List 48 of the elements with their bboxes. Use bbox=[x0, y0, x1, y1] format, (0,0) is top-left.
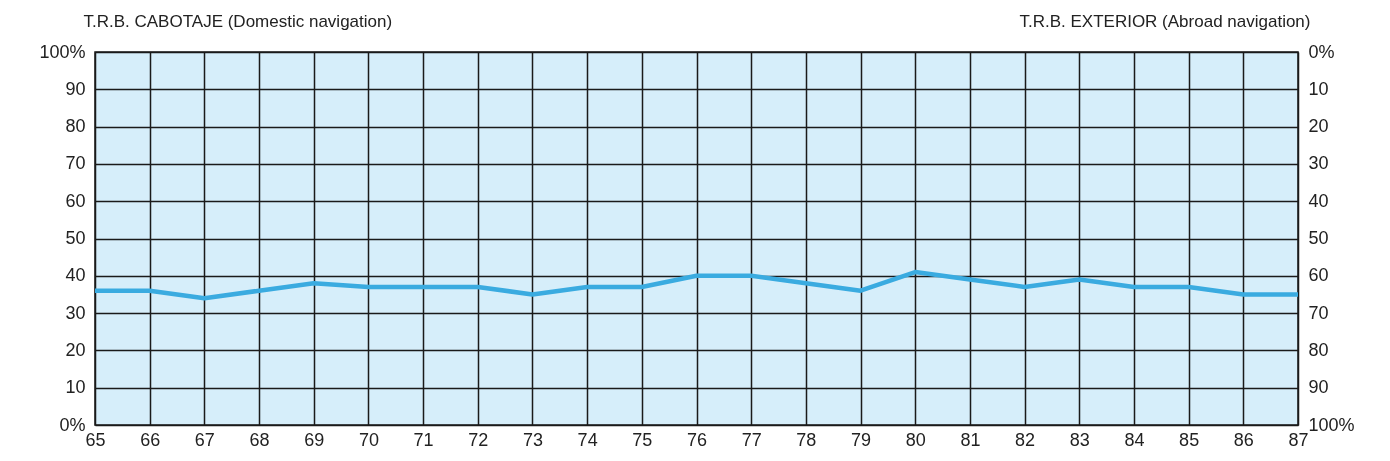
y-tick-label: 70 bbox=[65, 153, 86, 174]
y2-tick-label: 70 bbox=[1308, 302, 1329, 323]
x-tick-label: 75 bbox=[632, 429, 653, 450]
y-tick-label: 90 bbox=[65, 78, 86, 99]
y-tick-label: 50 bbox=[65, 228, 86, 248]
x-tick-label: 71 bbox=[413, 429, 434, 450]
x-tick-label: 73 bbox=[522, 429, 543, 450]
y-tick-label: 60 bbox=[65, 190, 86, 211]
x-tick-label: 67 bbox=[194, 429, 215, 450]
x-tick-label: 83 bbox=[1069, 429, 1090, 450]
y-tick-label: 10 bbox=[65, 377, 86, 398]
x-tick-label: 86 bbox=[1233, 429, 1254, 450]
y-tick-label: 100% bbox=[39, 41, 86, 62]
x-tick-label: 70 bbox=[358, 429, 379, 450]
y-tick-label: 80 bbox=[65, 116, 86, 137]
x-tick-label: 77 bbox=[741, 429, 762, 450]
x-tick-label: 87 bbox=[1288, 429, 1309, 450]
x-tick-label: 84 bbox=[1124, 429, 1145, 450]
x-tick-label: 80 bbox=[905, 429, 926, 450]
x-tick-label: 85 bbox=[1179, 429, 1200, 450]
y2-tick-label: 40 bbox=[1308, 190, 1329, 211]
line-series bbox=[92, 269, 1301, 301]
x-tick-label: 68 bbox=[249, 429, 270, 450]
y2-tick-label: 100% bbox=[1308, 414, 1355, 435]
y2-tick-label: 30 bbox=[1308, 153, 1329, 174]
x-tick-label: 79 bbox=[851, 429, 872, 450]
x-tick-label: 76 bbox=[686, 429, 708, 450]
x-tick-label: 74 bbox=[577, 429, 598, 450]
y-tick-label: 20 bbox=[65, 339, 86, 360]
x-tick-label: 65 bbox=[85, 429, 106, 450]
y2-tick-label: 20 bbox=[1308, 116, 1329, 137]
y2-tick-label: 10 bbox=[1308, 78, 1329, 99]
x-tick-label: 78 bbox=[796, 429, 817, 450]
y2-tick-label: 50 bbox=[1308, 228, 1329, 248]
x-tick-label: 66 bbox=[140, 429, 161, 450]
y2-tick-label: 0% bbox=[1308, 41, 1335, 62]
x-tick-label: 72 bbox=[468, 429, 489, 450]
y-axis-title: T.R.B. CABOTAJE (Domestic navigation) bbox=[83, 11, 393, 31]
x-tick-label: 82 bbox=[1015, 429, 1036, 450]
x-tick-label: 69 bbox=[304, 429, 325, 450]
y-tick-label: 40 bbox=[65, 265, 86, 286]
y-tick-label: 0% bbox=[59, 414, 86, 435]
x-tick-label: 81 bbox=[960, 429, 981, 450]
y2-tick-label: 90 bbox=[1308, 377, 1329, 398]
y2-axis-title: T.R.B. EXTERIOR (Abroad navigation) bbox=[1019, 11, 1311, 31]
y2-tick-label: 80 bbox=[1308, 339, 1329, 360]
y2-tick-label: 60 bbox=[1308, 265, 1329, 286]
y-tick-label: 30 bbox=[65, 302, 86, 323]
